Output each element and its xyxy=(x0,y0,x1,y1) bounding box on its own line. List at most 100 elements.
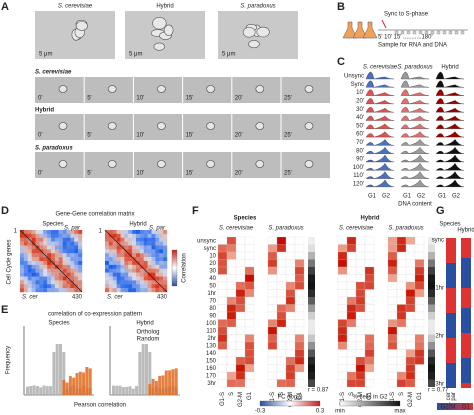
heatmap-cell xyxy=(387,274,398,283)
matrix-cell xyxy=(108,264,113,269)
g-cell xyxy=(466,298,471,303)
heatmap-cell xyxy=(387,296,398,305)
matrix-cell xyxy=(151,237,156,242)
label: 5' xyxy=(87,171,91,177)
matrix-cell xyxy=(58,241,63,246)
histogram-shape xyxy=(435,115,465,121)
g2-cell xyxy=(308,319,315,327)
heatmap-cell xyxy=(405,311,416,320)
label: S. par xyxy=(451,392,457,408)
cell xyxy=(58,122,68,130)
g-cell xyxy=(461,243,466,248)
g-cell xyxy=(461,258,466,263)
matrix-cell xyxy=(66,264,71,269)
matrix-cell xyxy=(62,253,67,258)
heatmap-cell xyxy=(285,296,296,305)
matrix-cell xyxy=(159,241,164,246)
matrix-cell xyxy=(139,276,144,281)
heatmap-cell xyxy=(226,356,237,365)
heatmap-cell xyxy=(235,371,246,380)
label: 150 xyxy=(206,358,217,364)
label: G2-M xyxy=(358,392,364,407)
histogram-shape xyxy=(365,154,395,163)
g-legend xyxy=(437,403,473,410)
matrix-cell xyxy=(124,245,129,250)
label: Hybrid xyxy=(441,65,458,71)
matrix-cell xyxy=(159,280,164,285)
matrix-cell xyxy=(51,284,56,289)
label: 30 xyxy=(209,268,216,274)
heatmap-cell xyxy=(337,326,348,335)
matrix-cell xyxy=(58,230,63,235)
heatmap-cell xyxy=(355,259,366,268)
ortholog-bar xyxy=(85,367,89,395)
heatmap-cell xyxy=(276,334,287,343)
g2-cell xyxy=(308,282,315,290)
heatmap-cell xyxy=(217,244,228,253)
heatmap-cell xyxy=(294,304,305,313)
random-bar xyxy=(59,344,62,395)
heatmap-cell xyxy=(294,334,305,343)
g2-cell xyxy=(428,297,435,305)
label: S. cer xyxy=(107,295,124,301)
g-cell xyxy=(466,328,471,333)
random-bar xyxy=(45,386,49,395)
matrix-cell xyxy=(54,272,59,277)
matrix-cell xyxy=(159,237,164,242)
g2-cell xyxy=(308,372,315,380)
heatmap-cell xyxy=(267,371,278,380)
histogram-shape xyxy=(435,154,465,163)
matrix-cell xyxy=(155,233,160,238)
heatmap-cell xyxy=(346,304,357,313)
heatmap-cell xyxy=(285,319,296,328)
matrix-cell xyxy=(31,245,36,250)
label: 160 xyxy=(206,366,217,372)
matrix-cell xyxy=(124,241,129,246)
matrix-cell xyxy=(159,272,164,277)
heatmap-cell xyxy=(405,341,416,350)
g-cell xyxy=(446,253,451,258)
label: G1-S xyxy=(340,392,346,406)
random-bar xyxy=(29,385,33,395)
heatmap-cell xyxy=(294,326,305,335)
heatmap-cell xyxy=(364,296,375,305)
heatmap-cell xyxy=(217,289,228,298)
matrix-cell xyxy=(112,288,117,293)
heatmap-cell xyxy=(346,334,357,343)
heatmap-cell xyxy=(414,341,425,350)
matrix-cell xyxy=(155,276,160,281)
matrix-cell xyxy=(47,237,52,242)
matrix-cell xyxy=(78,245,83,250)
label: 10' xyxy=(356,90,364,96)
heatmap-cell xyxy=(364,236,375,245)
heatmap-cell xyxy=(405,296,416,305)
matrix-cell xyxy=(23,268,28,273)
matrix-cell xyxy=(105,288,110,293)
matrix-cell xyxy=(136,237,141,242)
matrix-cell xyxy=(159,257,164,262)
heatmap-cell xyxy=(364,289,375,298)
g-cell xyxy=(451,243,456,248)
histogram-shape xyxy=(365,131,395,138)
g-cell xyxy=(466,238,471,243)
heatmap-cell xyxy=(346,319,357,328)
heatmap-cell xyxy=(387,326,398,335)
label: 15' xyxy=(186,171,194,177)
random-bar xyxy=(62,352,66,395)
heatmap-cell xyxy=(355,326,366,335)
heatmap-cell xyxy=(217,326,228,335)
g-cell xyxy=(461,318,466,323)
heatmap-cell xyxy=(226,311,237,320)
matrix-cell xyxy=(124,253,129,258)
matrix-cell xyxy=(139,280,144,285)
heatmap-cell xyxy=(276,371,287,380)
matrix-cell xyxy=(147,233,152,238)
cell xyxy=(242,27,256,38)
matrix-cell xyxy=(112,272,117,277)
matrix-cell xyxy=(58,233,63,238)
histogram-shape xyxy=(435,107,465,113)
matrix-cell xyxy=(105,280,110,285)
matrix-cell xyxy=(151,245,156,250)
heatmap-cell xyxy=(414,266,425,275)
matrix-cell xyxy=(23,264,28,269)
